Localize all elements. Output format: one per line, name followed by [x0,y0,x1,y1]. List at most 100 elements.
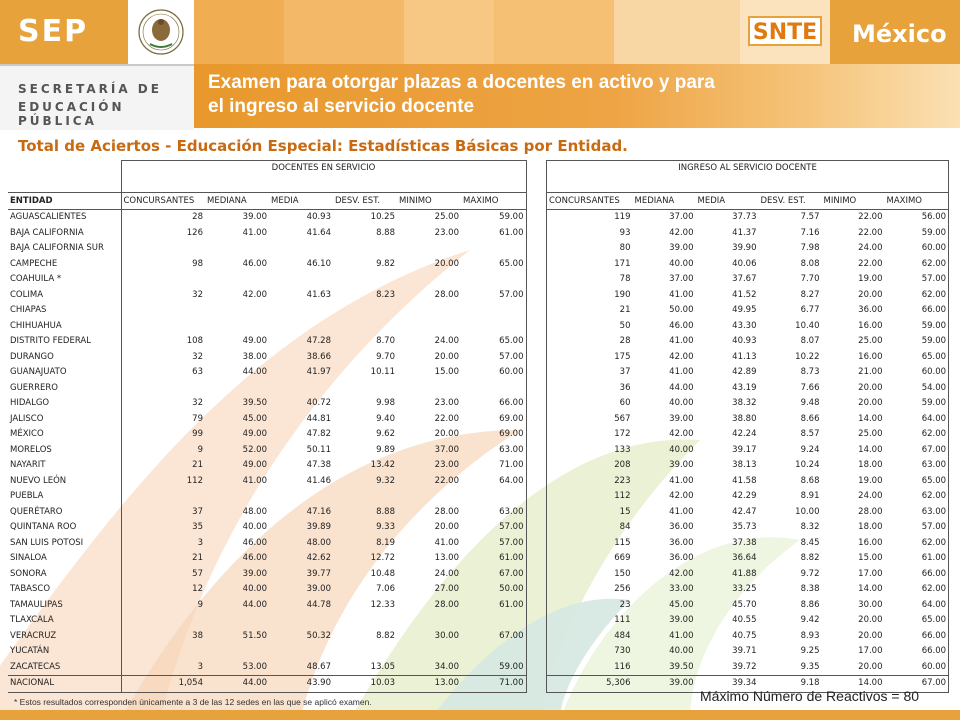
column-header: DESV. EST. [758,192,822,210]
title-bar: Examen para otorgar plazas a docentes en… [194,64,960,128]
value-cell: 9.42 [800,615,820,626]
value-cell: 48.00 [242,506,267,517]
footnote: * Estos resultados corresponden únicamen… [14,697,372,707]
table-row: YUCATÁN [8,644,527,660]
value-cell: 42.00 [669,351,694,362]
value-cell [120,318,205,334]
value-cell: 9 [120,597,205,613]
value-cell: 111 [546,613,633,629]
value-cell: 39.00 [669,460,694,471]
value-cell: 10.48 [370,568,395,579]
value-cell: 16.00 [858,537,883,548]
value-cell: 171 [546,256,633,272]
value-cell: 65.00 [884,349,950,365]
value-cell: 7.70 [800,274,820,285]
value-cell: 23.00 [434,460,459,471]
value-cell: 41.52 [732,289,757,300]
value-cell: 126 [120,225,205,241]
value-cell: 39.00 [669,413,694,424]
value-cell: 41.00 [669,336,694,347]
value-cell [205,381,269,397]
value-cell: 40.55 [732,615,757,626]
value-cell: 37.73 [732,212,757,223]
value-cell: 59.00 [884,396,950,412]
value-cell: 40.00 [669,258,694,269]
value-cell: 190 [546,287,633,303]
value-cell: 46.00 [242,553,267,564]
entity-cell: CHIAPAS [10,305,47,316]
value-cell: 32 [120,287,205,303]
value-cell: 5,306 [546,675,633,693]
value-cell: 10.22 [795,351,820,362]
value-cell: 37.00 [669,212,694,223]
value-cell: 60.00 [884,365,950,381]
value-cell: 41.46 [306,475,331,486]
value-cell: 8.32 [800,522,820,533]
value-cell: 45.70 [732,599,757,610]
column-header: MEDIA [695,192,759,210]
value-cell: 39.77 [306,568,331,579]
bottom-bar [0,710,960,720]
value-cell [461,241,527,257]
value-cell [333,644,397,660]
value-cell: 28 [120,209,205,226]
value-cell: 1,054 [120,675,205,693]
value-cell: 21 [120,551,205,567]
column-header-row: CONCURSANTES MEDIANA MEDIA DESV. EST. MINIMO… [546,192,950,210]
value-cell: 33.00 [669,584,694,595]
value-cell: 35.73 [732,522,757,533]
value-cell [333,241,397,257]
group-header-row: DOCENTES EN SERVICIO [8,160,527,176]
value-cell: 69.00 [461,427,527,443]
value-cell: 36.00 [858,305,883,316]
value-cell [120,272,205,288]
snte-logo: SNTE [748,16,822,46]
table-row: 223 41.00 41.58 8.68 19.00 65.00 [546,473,950,489]
spacer-cell [397,176,461,193]
value-cell: 41.00 [669,367,694,378]
entity-cell: TLAXCALA [10,615,54,626]
table-row: QUINTANA ROO 35 40.00 39.89 9.33 20.00 57.00 [8,520,527,536]
value-cell: 38.66 [306,351,331,362]
value-cell: 42.00 [669,491,694,502]
value-cell: 20.00 [434,429,459,440]
value-cell: 22.00 [434,413,459,424]
value-cell: 10.25 [370,212,395,223]
value-cell: 39.17 [732,444,757,455]
value-cell: 6.77 [800,305,820,316]
value-cell: 40.72 [306,398,331,409]
entity-cell: NACIONAL [8,675,121,693]
table-row: BAJA CALIFORNIA SUR [8,241,527,257]
spacer-cell [461,176,527,193]
entity-cell: SINALOA [10,553,47,564]
value-cell: 20.00 [858,630,883,641]
table-row: TAMAULIPAS 9 44.00 44.78 12.33 28.00 61.00 [8,597,527,613]
value-cell: 56.00 [884,209,950,226]
entity-cell: TABASCO [10,584,51,595]
value-cell: 65.00 [884,613,950,629]
value-cell: 21.00 [858,367,883,378]
value-cell: 19.00 [858,475,883,486]
value-cell: 45.00 [669,599,694,610]
value-cell: 13.00 [397,675,461,693]
total-row: NACIONAL 1,054 44.00 43.90 10.03 13.00 71.00 [8,675,527,693]
value-cell: 39.00 [669,243,694,254]
value-cell: 38.00 [242,351,267,362]
value-cell: 61.00 [884,551,950,567]
table-row: AGUASCALIENTES 28 39.00 40.93 10.25 25.00 59.0… [8,209,527,226]
entity-cell: MORELOS [10,444,52,455]
value-cell: 36.00 [669,553,694,564]
table-row: COLIMA 32 42.00 41.63 8.23 28.00 57.00 [8,287,527,303]
table-row: 208 39.00 38.13 10.24 18.00 63.00 [546,458,950,474]
value-cell: 38.32 [732,398,757,409]
value-cell: 44.81 [306,413,331,424]
value-cell: 44.00 [669,382,694,393]
value-cell: 36.00 [669,537,694,548]
value-cell: 108 [120,334,205,350]
value-cell [205,644,269,660]
value-cell [333,319,397,335]
value-cell: 8.66 [800,413,820,424]
value-cell: 49.00 [242,429,267,440]
value-cell: 8.82 [376,630,395,641]
value-cell [397,489,461,505]
